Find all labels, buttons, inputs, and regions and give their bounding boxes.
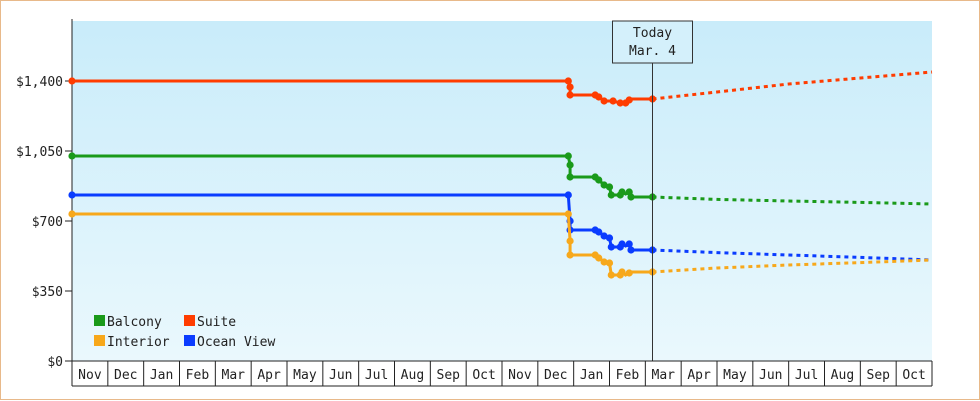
month-label: Feb bbox=[186, 368, 210, 383]
data-point[interactable] bbox=[618, 240, 626, 248]
data-point[interactable] bbox=[566, 251, 574, 259]
month-label: Nov bbox=[508, 368, 532, 383]
month-label: May bbox=[293, 368, 317, 383]
data-point[interactable] bbox=[605, 234, 614, 242]
series-layer bbox=[68, 70, 933, 279]
legend: Balcony Suite Interior Ocean View bbox=[94, 315, 275, 350]
forecast-line bbox=[652, 70, 933, 101]
forecast-line bbox=[652, 195, 933, 206]
legend-item-balcony[interactable]: Balcony bbox=[94, 315, 162, 330]
month-label: May bbox=[723, 368, 747, 383]
legend-label: Interior bbox=[107, 335, 170, 350]
month-label: Dec bbox=[544, 368, 567, 383]
data-point[interactable] bbox=[625, 269, 633, 277]
today-label: Today bbox=[633, 26, 672, 41]
month-label: Jan bbox=[580, 368, 603, 383]
month-label: Mar bbox=[222, 368, 246, 383]
data-point[interactable] bbox=[595, 93, 603, 101]
y-tick-label: $1,050 bbox=[16, 145, 63, 160]
month-label: Oct bbox=[472, 368, 495, 383]
month-label: Sep bbox=[867, 368, 891, 383]
data-point[interactable] bbox=[627, 246, 635, 254]
data-point[interactable] bbox=[625, 240, 633, 248]
data-point[interactable] bbox=[618, 268, 626, 276]
today-box bbox=[612, 20, 693, 64]
data-point[interactable] bbox=[605, 259, 614, 267]
month-label: Aug bbox=[831, 368, 854, 383]
data-point[interactable] bbox=[618, 188, 626, 196]
month-label: Nov bbox=[78, 368, 102, 383]
data-point[interactable] bbox=[566, 173, 574, 181]
data-point[interactable] bbox=[609, 97, 617, 105]
data-point[interactable] bbox=[566, 237, 574, 245]
data-point[interactable] bbox=[566, 91, 574, 99]
data-point[interactable] bbox=[600, 258, 608, 266]
y-tick-label: $0 bbox=[47, 355, 63, 370]
series-suite bbox=[68, 70, 933, 107]
data-point[interactable] bbox=[625, 96, 633, 104]
month-label: Aug bbox=[401, 368, 424, 383]
month-label: Jun bbox=[759, 368, 782, 383]
legend-swatch bbox=[184, 335, 195, 346]
legend-item-suite[interactable]: Suite bbox=[184, 315, 236, 330]
data-point[interactable] bbox=[607, 243, 615, 251]
data-point[interactable] bbox=[566, 161, 574, 169]
legend-label: Ocean View bbox=[197, 335, 275, 350]
today-date: Mar. 4 bbox=[629, 44, 676, 59]
plot-background bbox=[72, 21, 932, 361]
y-axis: $1,400 $1,050 $700 $350 $0 bbox=[16, 19, 73, 370]
legend-item-interior[interactable]: Interior bbox=[94, 335, 170, 350]
y-tick-label: $350 bbox=[32, 285, 63, 300]
data-point[interactable] bbox=[68, 152, 76, 160]
data-point[interactable] bbox=[605, 183, 614, 191]
data-point[interactable] bbox=[595, 228, 603, 236]
legend-swatch bbox=[94, 335, 105, 346]
month-label: Jul bbox=[795, 368, 818, 383]
legend-item-ocean-view[interactable]: Ocean View bbox=[184, 335, 275, 350]
legend-swatch bbox=[94, 315, 105, 326]
series-interior bbox=[68, 210, 933, 279]
data-point[interactable] bbox=[564, 210, 572, 218]
forecast-line bbox=[652, 258, 933, 274]
month-label: Jun bbox=[329, 368, 352, 383]
x-axis: Nov Dec Jan Feb Mar Apr May Jun Jul Aug Sep Oct Nov D… bbox=[71, 360, 933, 387]
series-balcony bbox=[68, 152, 933, 206]
legend-swatch bbox=[184, 315, 195, 326]
data-point[interactable] bbox=[564, 152, 572, 160]
data-point[interactable] bbox=[595, 176, 603, 184]
data-point[interactable] bbox=[564, 77, 572, 85]
data-point[interactable] bbox=[607, 271, 615, 279]
today-marker: Today Mar. 4 bbox=[612, 20, 693, 361]
forecast-line bbox=[652, 248, 933, 262]
y-tick-label: $1,400 bbox=[16, 75, 63, 90]
month-label: Mar bbox=[652, 368, 676, 383]
month-label: Oct bbox=[902, 368, 925, 383]
data-point[interactable] bbox=[616, 99, 624, 107]
legend-label: Balcony bbox=[107, 315, 162, 330]
legend-label: Suite bbox=[197, 315, 236, 330]
data-point[interactable] bbox=[627, 193, 635, 201]
data-point[interactable] bbox=[600, 97, 608, 105]
month-label: Jan bbox=[150, 368, 173, 383]
month-label: Apr bbox=[257, 368, 281, 383]
month-label: Jul bbox=[365, 368, 388, 383]
y-tick-label: $700 bbox=[32, 215, 63, 230]
data-point[interactable] bbox=[566, 83, 574, 91]
month-label: Feb bbox=[616, 368, 640, 383]
data-point[interactable] bbox=[607, 191, 615, 199]
data-point[interactable] bbox=[68, 191, 76, 199]
month-label: Sep bbox=[437, 368, 461, 383]
month-label: Apr bbox=[687, 368, 711, 383]
data-point[interactable] bbox=[68, 210, 76, 218]
data-point[interactable] bbox=[595, 254, 603, 262]
data-point[interactable] bbox=[564, 191, 572, 199]
data-point[interactable] bbox=[68, 77, 76, 85]
month-label: Dec bbox=[114, 368, 137, 383]
